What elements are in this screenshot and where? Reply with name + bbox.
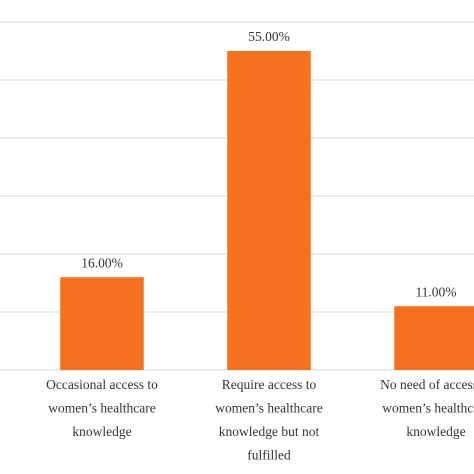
x-tick-label: knowledge — [72, 424, 131, 439]
x-tick-label: fulfilled — [247, 448, 291, 463]
bar — [394, 306, 474, 370]
x-tick-label: Occasional access to — [46, 377, 158, 392]
value-label: 16.00% — [81, 255, 123, 270]
x-tick-label: women’s healthcare — [215, 401, 323, 416]
value-label: 11.00% — [415, 284, 456, 299]
bar — [60, 277, 144, 370]
x-tick-label: women’s healthcare — [382, 401, 474, 416]
bar — [227, 51, 311, 370]
x-tick-label: Require access to — [222, 377, 317, 392]
x-tick-label: knowledge — [406, 424, 465, 439]
x-tick-label: No need of access to — [380, 377, 474, 392]
x-tick-label: knowledge but not — [219, 424, 320, 439]
value-label: 55.00% — [248, 29, 290, 44]
x-tick-label: women’s healthcare — [48, 401, 156, 416]
